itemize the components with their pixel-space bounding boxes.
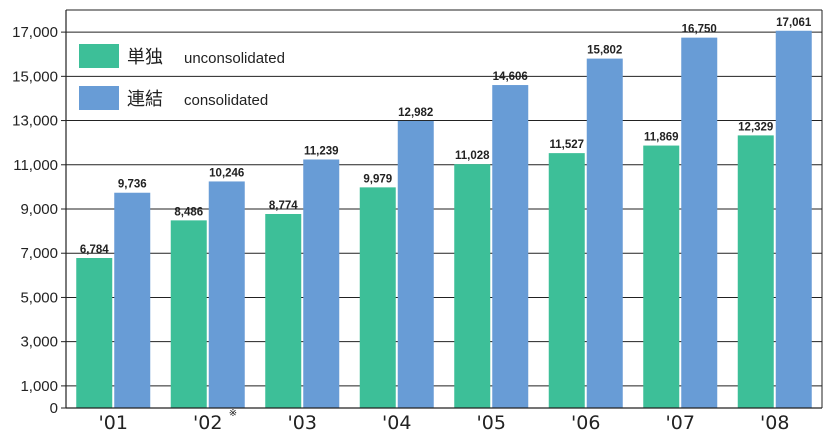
x-tick-label: '06 bbox=[571, 412, 600, 430]
y-tick-label: 7,000 bbox=[20, 245, 58, 262]
bar-unconsolidated bbox=[737, 135, 774, 409]
bars bbox=[76, 30, 812, 409]
y-tick-label: 13,000 bbox=[12, 113, 58, 130]
data-label-unconsolidated: 12,329 bbox=[738, 121, 773, 133]
x-tick-label: '07 bbox=[666, 412, 695, 430]
y-tick-label: 17,000 bbox=[12, 24, 58, 41]
data-label-consolidated: 11,239 bbox=[304, 145, 339, 157]
bar-unconsolidated bbox=[454, 164, 491, 408]
x-tick-label: '02 bbox=[193, 412, 222, 430]
bar-unconsolidated bbox=[643, 145, 680, 408]
data-label-consolidated: 12,982 bbox=[398, 107, 433, 119]
data-label-consolidated: 14,606 bbox=[493, 71, 528, 83]
data-label-unconsolidated: 6,784 bbox=[80, 244, 109, 256]
data-label-consolidated: 17,061 bbox=[776, 17, 812, 29]
bar-unconsolidated bbox=[359, 187, 396, 408]
x-tick-label: '08 bbox=[760, 412, 789, 430]
data-label-consolidated: 9,736 bbox=[118, 179, 147, 191]
bar-consolidated bbox=[775, 30, 812, 409]
data-labels: 6,784 9,736 8,486 10,246 8,774 11,239 9,979 12,… bbox=[80, 17, 812, 256]
data-label-unconsolidated: 8,486 bbox=[174, 206, 203, 218]
bar-consolidated bbox=[397, 120, 434, 408]
data-label-consolidated: 10,246 bbox=[209, 167, 244, 179]
x-tick-label: '05 bbox=[477, 412, 506, 430]
legend-sublabel-unconsolidated: unconsolidated bbox=[184, 50, 285, 67]
bar-consolidated bbox=[114, 192, 151, 408]
bar-consolidated bbox=[586, 58, 623, 409]
y-tick-label: 3,000 bbox=[20, 334, 58, 351]
legend-sublabel-consolidated: consolidated bbox=[184, 92, 268, 109]
bar-unconsolidated bbox=[170, 220, 207, 408]
legend-label-consolidated: 連結 bbox=[127, 89, 163, 110]
y-tick-label: 5,000 bbox=[20, 289, 58, 306]
x-tick-label: '03 bbox=[288, 412, 317, 430]
x-tick-note-mark: ※ bbox=[229, 408, 237, 419]
y-tick-label: 15,000 bbox=[12, 68, 58, 85]
data-label-unconsolidated: 11,527 bbox=[549, 139, 584, 151]
bar-consolidated bbox=[492, 85, 529, 409]
y-tick-label: 9,000 bbox=[20, 201, 58, 218]
bar-unconsolidated bbox=[265, 213, 302, 408]
data-label-consolidated: 16,750 bbox=[682, 24, 717, 36]
bar-consolidated bbox=[303, 159, 340, 408]
x-tick-label: '01 bbox=[99, 412, 128, 430]
legend-label-unconsolidated: 単独 bbox=[127, 47, 163, 68]
bar-consolidated bbox=[208, 181, 245, 408]
data-label-unconsolidated: 9,979 bbox=[363, 173, 392, 185]
axes: 0 1,000 3,000 5,000 7,000 9,000 11,000 13,000 15… bbox=[12, 9, 823, 430]
data-label-consolidated: 15,802 bbox=[587, 45, 622, 57]
x-tick-label: '04 bbox=[382, 412, 411, 430]
data-label-unconsolidated: 11,869 bbox=[644, 132, 679, 144]
legend-swatch-unconsolidated bbox=[79, 44, 119, 68]
y-tick-label: 0 bbox=[50, 400, 58, 417]
bar-unconsolidated bbox=[76, 257, 113, 408]
y-tick-label: 11,000 bbox=[13, 157, 58, 174]
bar-unconsolidated bbox=[548, 153, 585, 408]
data-label-unconsolidated: 11,028 bbox=[455, 150, 490, 162]
data-label-unconsolidated: 8,774 bbox=[269, 200, 298, 212]
legend: 単独 unconsolidated 連結 consolidated bbox=[79, 44, 285, 110]
legend-swatch-consolidated bbox=[79, 86, 119, 110]
y-tick-label: 1,000 bbox=[20, 378, 58, 395]
bar-consolidated bbox=[681, 37, 718, 409]
